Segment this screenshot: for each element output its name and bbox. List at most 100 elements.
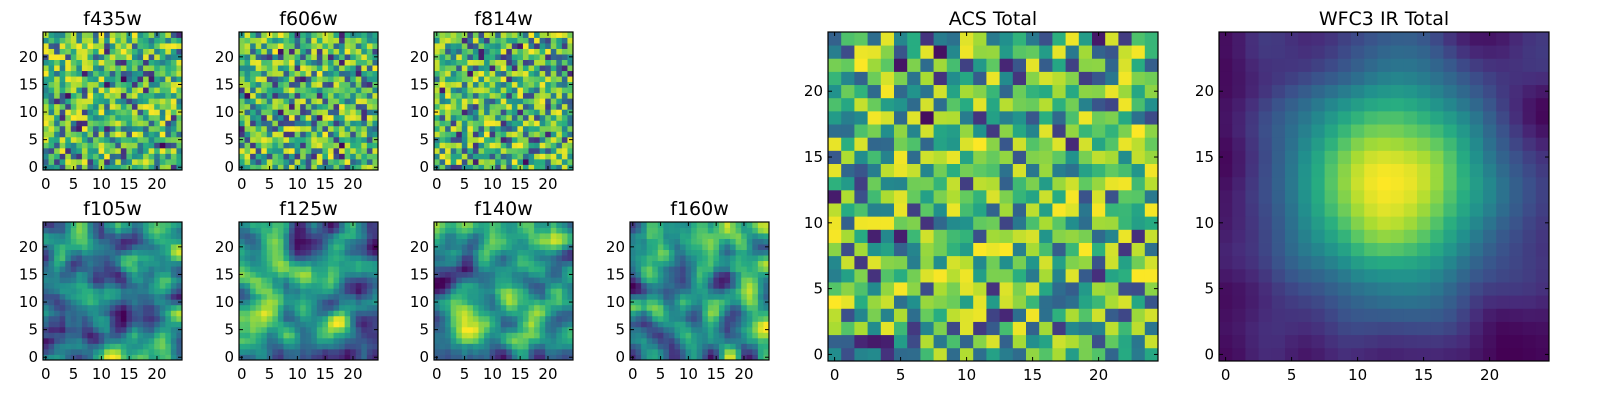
heatmap-cell — [986, 176, 1000, 191]
heatmap-cell — [43, 304, 49, 311]
heatmap-cell — [300, 266, 307, 273]
heatmap-cell — [120, 337, 127, 344]
heatmap-cell — [154, 249, 161, 256]
heatmap-cell — [93, 310, 99, 317]
heatmap-cell — [489, 37, 496, 44]
heatmap-cell — [663, 326, 670, 333]
heatmap-cell — [1078, 189, 1093, 204]
heatmap-cell — [668, 348, 675, 355]
heatmap-cell — [450, 164, 457, 171]
heatmap-cell — [250, 233, 257, 239]
heatmap-cell — [434, 310, 440, 317]
heatmap-cell — [104, 59, 111, 66]
heatmap-cell — [48, 81, 55, 88]
heatmap-cell — [143, 136, 150, 143]
heatmap-cell — [120, 65, 127, 72]
heatmap-cell — [973, 203, 987, 217]
heatmap-cell — [266, 244, 273, 250]
heatmap-cell — [289, 142, 295, 149]
heatmap-cell — [1026, 308, 1040, 322]
heatmap-cell — [434, 59, 440, 66]
heatmap-cell — [159, 304, 166, 311]
heatmap-cell — [120, 59, 127, 66]
heatmap-cell — [1026, 321, 1040, 336]
heatmap-cell — [70, 87, 77, 94]
heatmap-cell — [250, 37, 257, 44]
heatmap-cell — [305, 249, 312, 256]
heatmap-cell — [724, 326, 731, 333]
heatmap-cell — [300, 70, 307, 77]
heatmap-cell — [277, 54, 284, 60]
heatmap-cell — [506, 348, 513, 355]
heatmap-cell — [730, 255, 737, 262]
heatmap-cell — [567, 114, 574, 121]
heatmap-cell — [327, 255, 334, 262]
heatmap-cell — [372, 343, 379, 350]
heatmap-cell — [311, 43, 318, 49]
heatmap-cell — [534, 76, 541, 83]
heatmap-cell — [484, 98, 490, 105]
heatmap-cell — [528, 136, 535, 143]
heatmap-cell — [316, 92, 323, 99]
heatmap-cell — [691, 227, 698, 234]
heatmap-cell — [752, 315, 759, 322]
heatmap-cell — [735, 343, 742, 350]
heatmap-cell — [757, 326, 764, 333]
heatmap-cell — [266, 227, 273, 234]
heatmap-cell — [517, 304, 524, 311]
heatmap-cell — [255, 109, 262, 116]
heatmap-cell — [439, 227, 446, 234]
heatmap-cell — [986, 150, 1000, 164]
heatmap-cell — [434, 125, 440, 132]
heatmap-cell — [261, 244, 268, 250]
heatmap-cell — [283, 48, 290, 55]
heatmap-cell — [165, 266, 172, 273]
heatmap-cell — [277, 131, 284, 138]
heatmap-cell — [907, 321, 921, 336]
heatmap-cell — [735, 304, 742, 311]
heatmap-cell — [93, 98, 99, 105]
heatmap-cell — [48, 343, 55, 350]
heatmap-cell — [81, 164, 88, 171]
heatmap-cell — [361, 293, 368, 300]
heatmap-cell — [59, 343, 66, 350]
heatmap-cell — [517, 76, 524, 83]
heatmap-cell — [522, 37, 529, 44]
heatmap-cell — [522, 81, 529, 88]
heatmap-cell — [154, 293, 161, 300]
heatmap-cell — [1039, 189, 1053, 204]
heatmap-cell — [272, 277, 279, 284]
heatmap-cell — [81, 131, 88, 138]
heatmap-cell — [567, 233, 574, 239]
heatmap-cell — [339, 233, 346, 239]
heatmap-cell — [920, 295, 934, 309]
heatmap-cell — [674, 326, 681, 333]
heatmap-cell — [741, 238, 748, 245]
heatmap-cell — [522, 54, 529, 60]
x-tick-label: 20 — [343, 175, 362, 193]
heatmap-cell — [439, 125, 446, 132]
heatmap-cell — [450, 299, 457, 306]
heatmap-cell — [272, 255, 279, 262]
heatmap-cell — [702, 354, 709, 361]
heatmap-cell — [841, 321, 855, 336]
heatmap-cell — [131, 304, 138, 311]
heatmap-cell — [81, 266, 88, 273]
heatmap-cell — [484, 120, 490, 127]
heatmap-cell — [434, 321, 440, 328]
heatmap-cell — [272, 125, 279, 132]
heatmap-cell — [294, 120, 301, 127]
heatmap-cell — [724, 260, 731, 267]
heatmap-cell — [1012, 216, 1027, 230]
heatmap-cell — [646, 343, 653, 350]
heatmap-cell — [545, 81, 552, 88]
heatmap-cell — [104, 120, 111, 127]
heatmap-cell — [439, 164, 446, 171]
heatmap-cell — [691, 321, 698, 328]
heatmap-cell — [289, 109, 295, 116]
heatmap-cell — [48, 227, 55, 234]
heatmap-cell — [339, 32, 346, 38]
heatmap-cell — [434, 238, 440, 245]
heatmap-cell — [355, 120, 362, 127]
heatmap-cell — [65, 65, 72, 72]
